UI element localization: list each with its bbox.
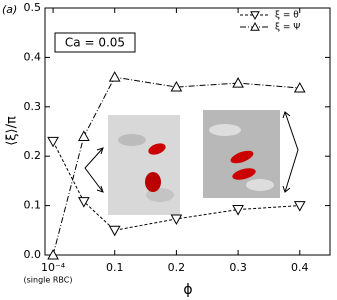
x-tick-label: 0.4 — [291, 261, 309, 274]
marker — [108, 225, 121, 237]
cell — [246, 179, 274, 191]
marker — [232, 205, 244, 216]
series-line — [52, 76, 300, 256]
annotation-box — [54, 32, 136, 53]
x-tick-label: 10⁻⁴ — [41, 261, 66, 274]
arrow — [284, 111, 299, 193]
y-tick-label: 0.3 — [24, 100, 42, 113]
marker — [47, 248, 59, 260]
arrow-head — [96, 147, 104, 193]
legend-label: ξ = Ψ — [275, 23, 300, 33]
x-axis-label: ϕ — [183, 282, 192, 298]
marker — [170, 214, 183, 225]
marker — [293, 81, 306, 93]
marker — [78, 197, 90, 208]
x-tick-label: 0.1 — [106, 261, 124, 274]
y-axis-label: ⟨ξ⟩/π — [5, 116, 20, 146]
arrow-head — [282, 111, 291, 193]
legend-marker — [250, 21, 260, 31]
legend-marker — [250, 11, 260, 21]
marker — [78, 130, 90, 141]
plot-frame — [44, 7, 331, 256]
annotation: Ca = 0.05 — [65, 36, 125, 50]
panel-label: (a) — [2, 3, 17, 16]
marker — [293, 201, 306, 212]
y-tick-label: 0.4 — [24, 50, 42, 63]
marker — [108, 71, 121, 82]
marker — [170, 81, 183, 92]
x-note: (single RBC) — [24, 276, 73, 285]
marker — [47, 136, 59, 148]
x-tick-label: 0.3 — [229, 261, 247, 274]
red-cell — [145, 172, 161, 192]
marker — [232, 77, 244, 88]
y-tick-label: 0.5 — [24, 1, 42, 14]
red-cell — [232, 168, 256, 180]
y-tick-label: 0.2 — [24, 149, 42, 162]
arrow — [84, 147, 104, 193]
series-line — [52, 141, 300, 231]
y-tick-label: 0.1 — [24, 199, 42, 212]
inset-images — [84, 110, 299, 215]
x-tick-label: 0.2 — [168, 261, 186, 274]
cell — [209, 124, 241, 136]
legend-label: ξ = θ — [275, 11, 299, 21]
y-tick-label: 0.0 — [24, 248, 42, 261]
cell — [118, 134, 146, 146]
red-cell — [230, 150, 254, 164]
red-cell — [148, 143, 166, 155]
